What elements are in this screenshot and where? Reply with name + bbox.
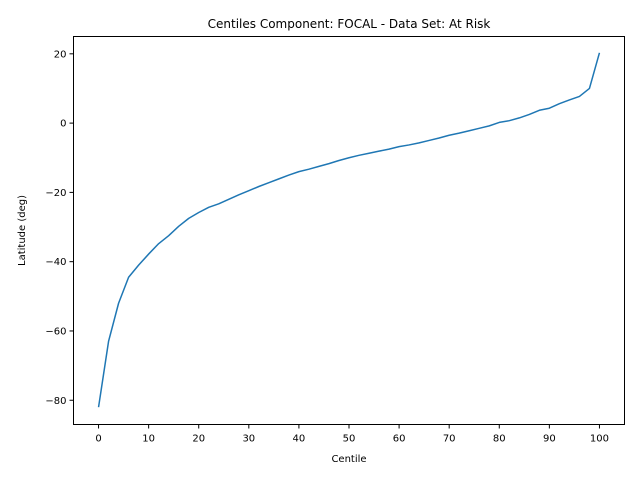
y-tick-label: −40 <box>45 257 66 268</box>
x-tick-label: 40 <box>293 434 306 445</box>
y-tick-label: 20 <box>54 49 67 60</box>
x-tick-label: 50 <box>343 434 356 445</box>
x-tick-label: 60 <box>393 434 406 445</box>
y-tick-label: −60 <box>45 326 66 337</box>
x-tick-label: 30 <box>242 434 255 445</box>
y-tick-label: −80 <box>45 396 66 407</box>
x-tick-label: 100 <box>590 434 609 445</box>
x-tick-label: 0 <box>95 434 101 445</box>
x-tick-label: 70 <box>443 434 456 445</box>
x-tick-label: 90 <box>543 434 556 445</box>
plot-area: 0 10 20 30 40 50 60 70 80 90 100 −80 −60 −40 −20 0 20 <box>45 49 609 444</box>
y-tick-label: 0 <box>60 119 66 130</box>
y-tick-label: −20 <box>45 188 66 199</box>
x-tick-label: 80 <box>493 434 506 445</box>
axes-frame <box>73 36 625 425</box>
chart-title: Centiles Component: FOCAL - Data Set: At… <box>208 17 491 31</box>
y-axis-label: Latitude (deg) <box>17 195 28 266</box>
x-tick-label: 20 <box>192 434 205 445</box>
x-tick-label: 10 <box>142 434 155 445</box>
series-line <box>97 52 601 408</box>
x-axis-label: Centile <box>331 454 366 465</box>
